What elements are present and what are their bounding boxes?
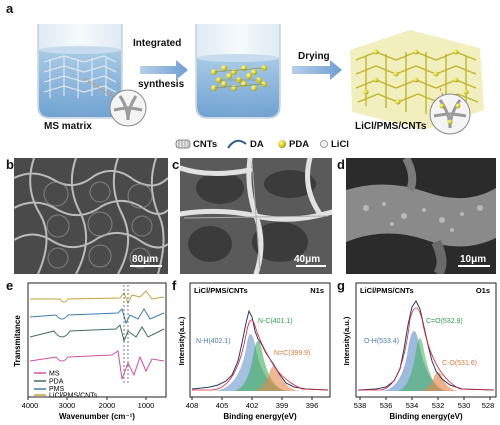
n1s-plot-frame <box>189 282 331 398</box>
legend-label-ms: MS <box>49 371 60 378</box>
panel-label-f: f <box>172 278 177 293</box>
panel-label-d: d <box>337 157 345 172</box>
sem-image-b: 80μm <box>14 158 168 274</box>
panel-label-a: a <box>6 1 14 16</box>
ftir-plot-frame <box>27 282 167 398</box>
n1s-y-axis-label: Intensity(a.u.) <box>177 316 186 365</box>
o1s-tick-534: 534 <box>406 401 419 410</box>
beaker1-label: MS matrix <box>44 121 92 132</box>
arrow-integrated-synthesis <box>140 60 188 80</box>
n1s-tick-402: 402 <box>246 401 259 410</box>
panel-label-g: g <box>337 278 345 293</box>
arrow2-label: Drying <box>298 51 330 62</box>
n1s-label-n-eq-c: N=C(399.9) <box>274 350 310 357</box>
ftir-tick-2000: 2000 <box>99 401 116 410</box>
scale-label-b: 80μm <box>132 254 159 265</box>
pda-sphere-icon <box>278 140 286 148</box>
o1s-fit-envelope <box>358 307 495 391</box>
beaker-synthesis <box>195 24 281 119</box>
legend-label-licl: LiCl <box>331 139 349 150</box>
ftir-y-axis-label: Transmitance <box>13 315 22 367</box>
n1s-peak-n-eq-c <box>252 366 302 391</box>
o1s-title-region: O1s <box>476 286 490 295</box>
scale-bar-d <box>458 265 490 267</box>
n1s-tick-396: 396 <box>306 401 319 410</box>
n1s-title-sample: LiCl/PMS/CNTs <box>194 286 248 295</box>
ftir-series-pms <box>29 308 165 325</box>
ftir-tick-1000: 1000 <box>138 401 155 410</box>
n1s-label-nc: N-C(401.1) <box>258 318 293 325</box>
o1s-peak-c-o <box>418 372 460 391</box>
arrow1-label-line2: synthesis <box>138 79 185 90</box>
panel-label-e: e <box>6 278 14 293</box>
o1s-tick-532: 532 <box>432 401 445 410</box>
ftir-series-pda <box>29 324 165 343</box>
o1s-x-axis-label: Binding energy(eV) <box>389 412 463 421</box>
ftir-legend: MS PDA PMS LiCl/PMS/CNTs <box>34 371 98 400</box>
beaker-ms-matrix <box>37 24 147 127</box>
scale-bar-b <box>130 265 162 267</box>
ftir-tick-3000: 3000 <box>59 401 76 410</box>
scale-label-d: 10μm <box>460 254 487 265</box>
o1s-label-oh: O-H(533.4) <box>364 338 399 345</box>
n1s-tick-399: 399 <box>276 401 289 410</box>
n1s-label-nh: N-H(402.1) <box>196 338 231 345</box>
schematic-illustration <box>37 24 484 149</box>
o1s-tick-538: 538 <box>354 401 367 410</box>
panel-a: a <box>0 0 500 158</box>
panel-label-c: c <box>172 157 180 172</box>
o1s-tick-528: 528 <box>482 401 495 410</box>
n1s-tick-405: 405 <box>216 401 229 410</box>
o1s-tick-530: 530 <box>458 401 471 410</box>
o1s-peak-c-eq-o <box>396 338 446 391</box>
xps-n1s-chart: LiCl/PMS/CNTs N1s N-H(402.1) N-C(401.1) … <box>177 282 331 421</box>
ftir-series-licl-pms-cnts <box>30 290 165 305</box>
scale-bar-c <box>296 265 326 267</box>
n1s-raw-spectrum <box>191 309 329 391</box>
ftir-x-axis-label: Wavenumber (cm⁻¹) <box>59 412 135 421</box>
n1s-peak-nc <box>232 341 288 391</box>
licl-sphere-icon <box>320 140 328 148</box>
ftir-series-ms <box>29 350 165 380</box>
n1s-x-axis-label: Binding energy(eV) <box>223 412 297 421</box>
o1s-y-axis-label: Intensity(a.u.) <box>342 316 351 365</box>
legend-label-pda: PDA <box>289 139 310 150</box>
xps-o1s-chart: LiCl/PMS/CNTs O1s O-H(533.4) C=O(532.9) … <box>342 282 497 421</box>
product-foam <box>350 30 484 135</box>
o1s-x-ticks: 538 536 534 532 530 528 <box>354 397 495 410</box>
legend-label-cnts: CNTs <box>193 139 218 150</box>
legend-label-pms: PMS <box>49 386 65 393</box>
cnt-icon <box>175 139 191 149</box>
ftir-chart: MS PDA PMS LiCl/PMS/CNTs 4000 3000 2000 … <box>13 282 167 421</box>
o1s-tick-536: 536 <box>380 401 393 410</box>
n1s-fit-envelope <box>192 319 329 391</box>
o1s-label-c-o: C-O(531.6) <box>442 360 477 367</box>
ftir-tick-4000: 4000 <box>22 401 39 410</box>
product-label: LiCl/PMS/CNTs <box>355 121 427 132</box>
panel-label-b: b <box>6 157 14 172</box>
da-curve-icon <box>227 139 247 149</box>
scale-label-c: 40μm <box>294 254 321 265</box>
sem-image-d: 10μm <box>346 158 496 274</box>
arrow-drying <box>292 60 342 80</box>
n1s-tick-408: 408 <box>186 401 199 410</box>
legend-label-da: DA <box>250 139 264 150</box>
o1s-title-sample: LiCl/PMS/CNTs <box>360 286 414 295</box>
ftir-x-ticks: 4000 3000 2000 1000 <box>22 397 155 410</box>
sem-image-c: 40μm <box>180 158 332 274</box>
n1s-title-region: N1s <box>310 286 324 295</box>
arrow1-label-line1: Integrated <box>133 38 182 49</box>
legend-label-pda: PDA <box>49 379 64 386</box>
n1s-x-ticks: 408 405 402 399 396 <box>186 397 319 410</box>
legend-label-licl-pms-cnts: LiCl/PMS/CNTs <box>49 393 98 400</box>
o1s-plot-frame <box>355 282 497 398</box>
o1s-label-c-eq-o: C=O(532.9) <box>426 318 463 325</box>
